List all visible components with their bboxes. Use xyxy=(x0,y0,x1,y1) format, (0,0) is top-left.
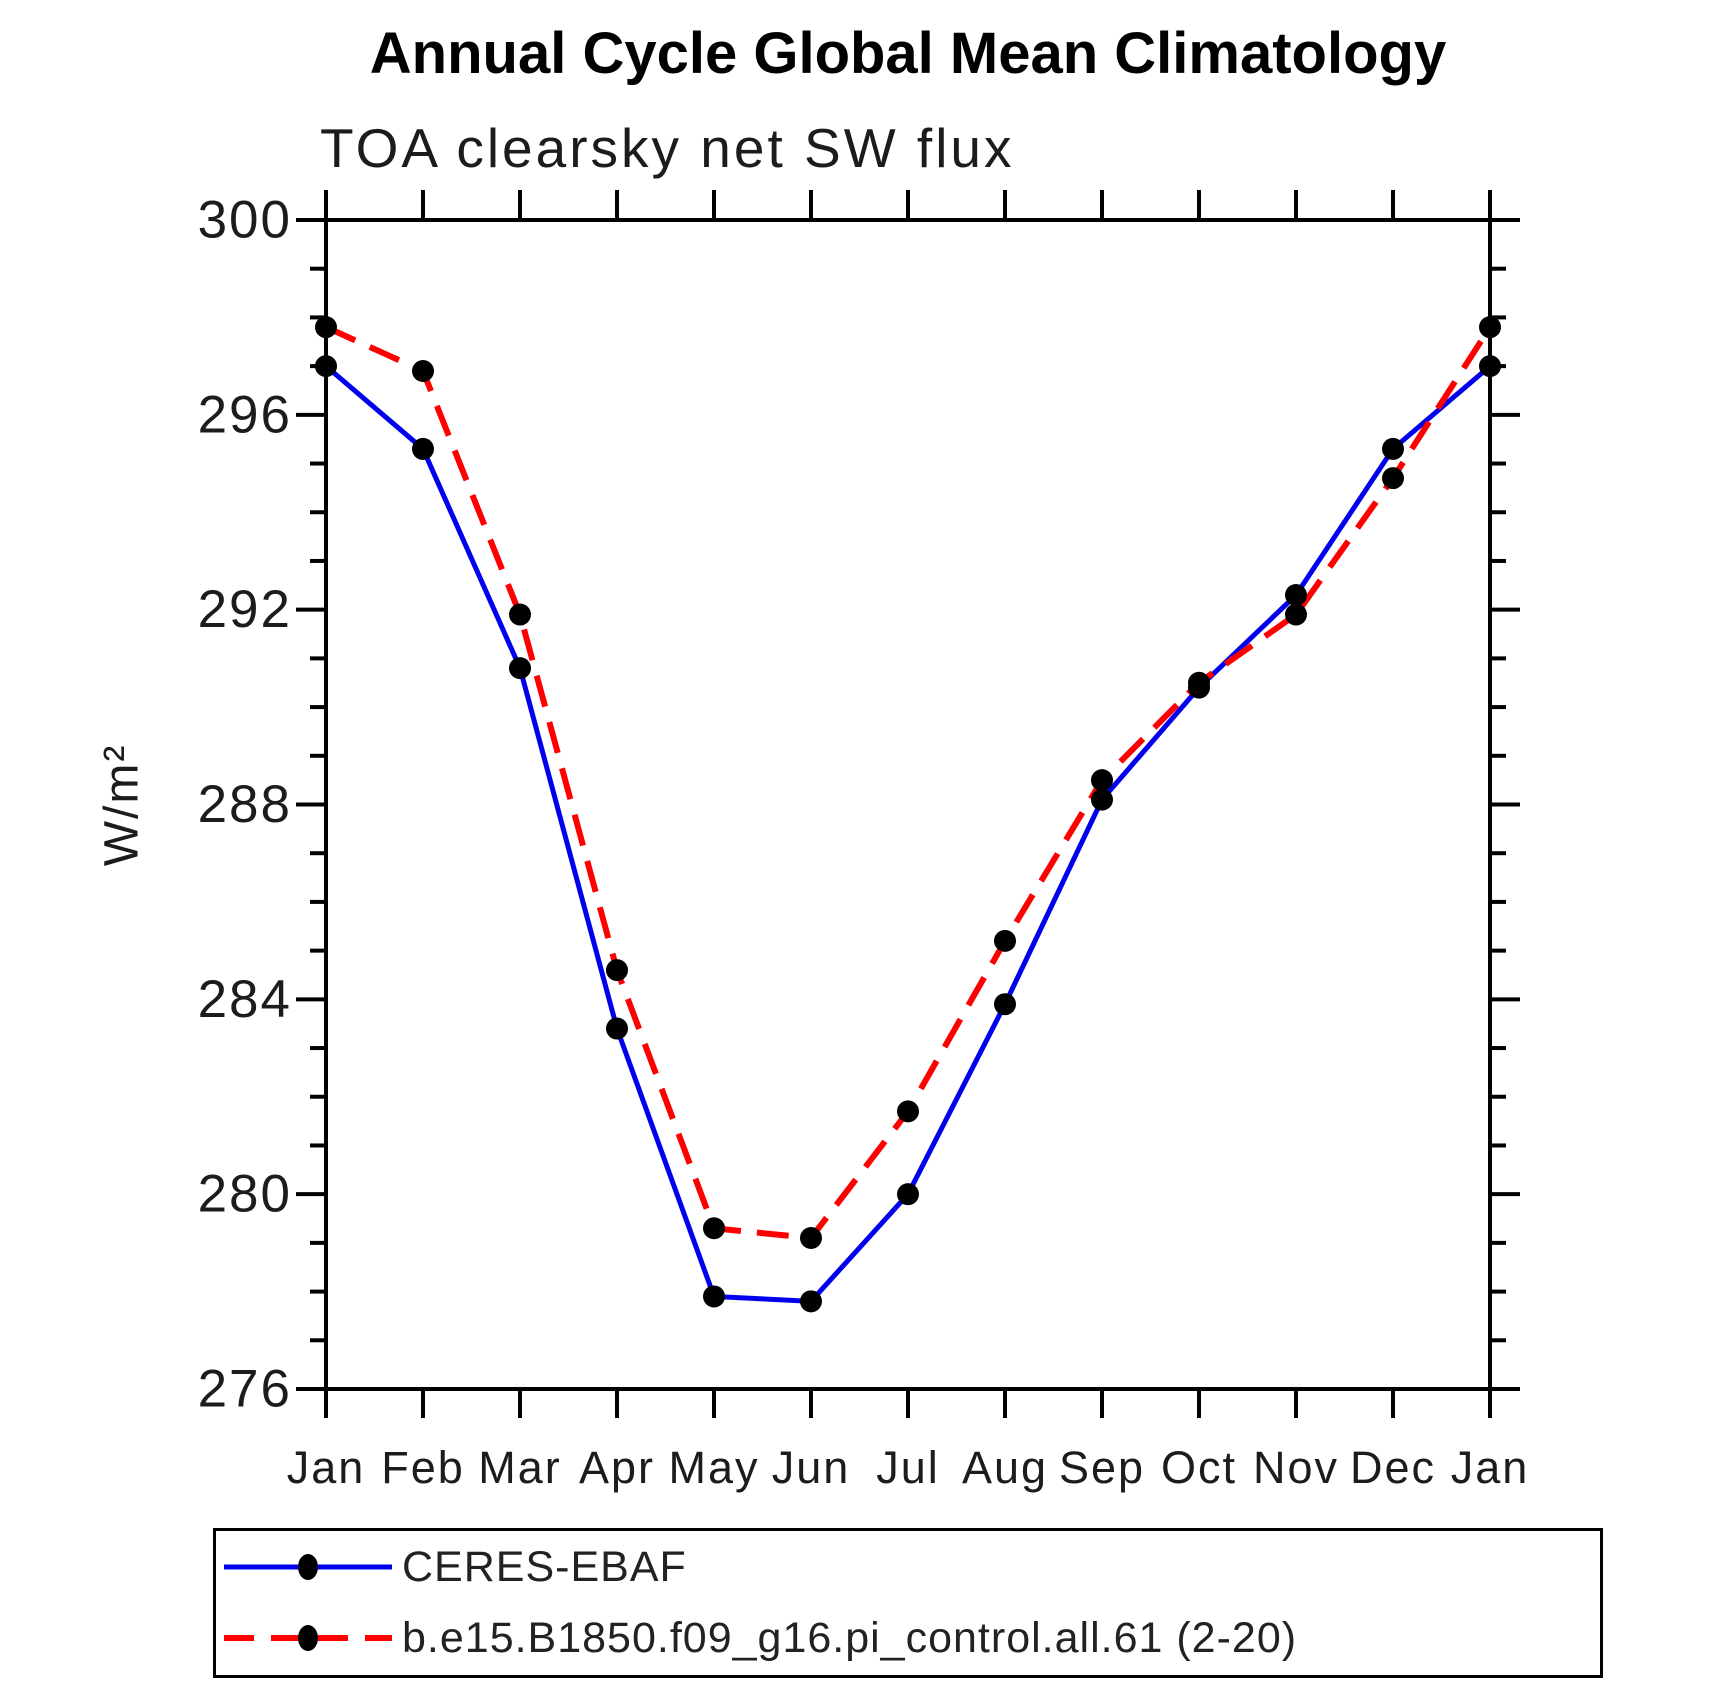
x-tick-label: Oct xyxy=(1161,1442,1237,1493)
chart-subtitle: TOA clearsky net SW flux xyxy=(320,117,1015,179)
x-tick-label: Jan xyxy=(1451,1442,1530,1493)
y-tick-label: 292 xyxy=(198,580,292,639)
plot-frame xyxy=(324,218,1492,1391)
y-tick-label: 280 xyxy=(198,1165,292,1224)
x-tick-label: Jan xyxy=(287,1442,366,1493)
x-tick-label: Jun xyxy=(772,1442,851,1493)
x-tick-label: May xyxy=(668,1442,759,1493)
x-axis-ticks xyxy=(324,190,1492,1418)
legend-label-ceres-ebaf: CERES-EBAF xyxy=(402,1542,687,1591)
series-markers-1 xyxy=(315,316,1501,1250)
legend: CERES-EBAF b.e15.B1850.f09_g16.pi_contro… xyxy=(213,1528,1603,1678)
x-tick-label: Jul xyxy=(876,1442,940,1493)
x-axis-tick-labels: Jan Feb Mar Apr May Jun Jul Aug Sep Oct Nov Dec Jan xyxy=(287,1442,1530,1493)
legend-sample-solid-line-icon xyxy=(224,1554,392,1580)
legend-item-model: b.e15.B1850.f09_g16.pi_control.all.61 (2… xyxy=(220,1614,1297,1662)
series-markers-0 xyxy=(315,355,1501,1313)
x-tick-label: Apr xyxy=(579,1442,655,1493)
y-tick-label: 276 xyxy=(198,1360,292,1419)
x-tick-label: Feb xyxy=(381,1442,465,1493)
x-tick-label: Sep xyxy=(1059,1442,1145,1493)
legend-item-ceres-ebaf: CERES-EBAF xyxy=(220,1543,687,1591)
x-tick-label: Aug xyxy=(962,1442,1048,1493)
chart-title: Annual Cycle Global Mean Climatology xyxy=(369,21,1447,86)
legend-sample-dashed-line-icon xyxy=(224,1625,392,1651)
y-tick-label: 300 xyxy=(198,191,292,250)
y-axis-tick-labels: 276 280 284 288 292 296 300 xyxy=(198,191,292,1419)
x-tick-label: Nov xyxy=(1253,1442,1339,1493)
y-tick-label: 284 xyxy=(198,970,292,1029)
x-tick-label: Dec xyxy=(1350,1442,1436,1493)
y-tick-label: 296 xyxy=(198,385,292,444)
y-axis-ticks xyxy=(296,218,1520,1391)
series-line-0 xyxy=(324,364,1492,1304)
legend-label-model: b.e15.B1850.f09_g16.pi_control.all.61 (2… xyxy=(402,1613,1298,1662)
x-tick-label: Mar xyxy=(478,1442,562,1493)
y-tick-label: 288 xyxy=(198,775,292,834)
